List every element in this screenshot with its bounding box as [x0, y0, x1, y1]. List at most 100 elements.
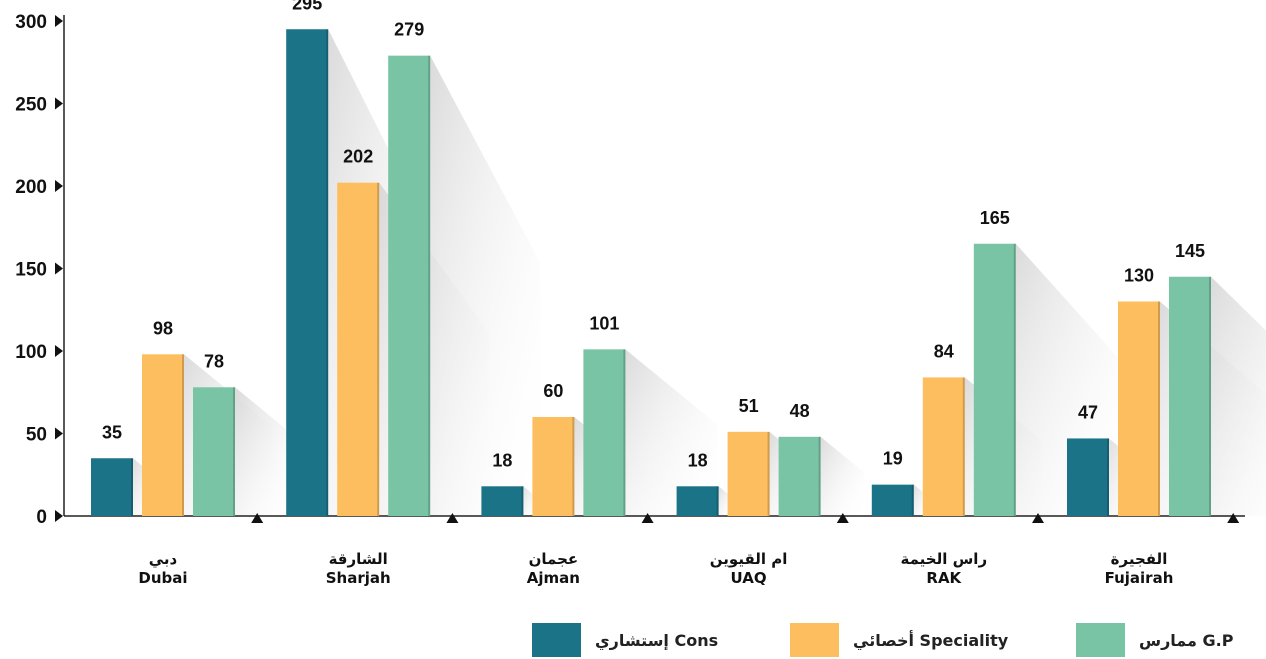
category-label-en: Dubai — [138, 569, 187, 587]
data-label: 84 — [934, 341, 954, 361]
category-label-ar: الفجيرة — [1111, 550, 1168, 568]
bar-edge — [716, 486, 719, 516]
y-tick-marker — [55, 427, 63, 440]
category-separator-marker — [641, 513, 654, 523]
bar — [583, 349, 626, 516]
data-label: 145 — [1175, 241, 1205, 261]
y-tick-label: 250 — [15, 95, 47, 116]
bar-shadow — [625, 349, 718, 516]
bar — [1118, 301, 1160, 516]
y-tick-marker — [55, 345, 63, 357]
bar-edge — [1013, 243, 1016, 516]
y-tick-label: 150 — [15, 260, 47, 281]
data-label: 279 — [394, 20, 424, 40]
legend-label: ممارس G.P — [1139, 631, 1234, 650]
category-label-en: Ajman — [527, 569, 580, 587]
bar-edge — [572, 417, 575, 516]
bar-edge — [767, 431, 770, 516]
bar-edge — [1107, 438, 1109, 516]
data-label: 98 — [153, 318, 173, 338]
y-tick-label: 300 — [15, 12, 47, 33]
bars — [91, 29, 1211, 517]
bar — [286, 29, 329, 516]
y-tick-label: 0 — [36, 507, 47, 528]
data-label: 78 — [204, 351, 224, 371]
category-label-en: Sharjah — [326, 569, 391, 587]
category-separator-marker — [1032, 513, 1044, 523]
category-label-en: Fujairah — [1105, 569, 1174, 587]
bar-edge — [377, 182, 380, 516]
bar — [1169, 276, 1211, 516]
bar-edge — [521, 486, 524, 516]
y-tick-marker — [55, 15, 63, 27]
category-label-ar: راس الخيمة — [901, 550, 988, 568]
y-tick-label: 100 — [15, 342, 47, 363]
category-label-ar: ام القيوين — [710, 550, 788, 568]
y-tick-marker — [55, 180, 63, 192]
bar-edge — [911, 484, 914, 516]
y-tick-label: 200 — [15, 177, 47, 198]
data-label: 165 — [980, 208, 1010, 228]
y-tick-label: 50 — [26, 425, 47, 446]
bar-shadow — [820, 436, 865, 516]
data-label: 18 — [492, 450, 512, 470]
bar-edge — [818, 436, 821, 516]
category-separator-marker — [836, 513, 849, 523]
bar — [532, 417, 575, 516]
data-labels: 35 295 18 18 19 47 98 202 60 51 84 130 78 279 101 48 165… — [102, 0, 1205, 470]
data-label: 48 — [790, 401, 810, 421]
data-label: 19 — [883, 449, 903, 469]
bar-shadow — [430, 55, 541, 517]
bar-edge — [1158, 301, 1160, 516]
data-label: 130 — [1124, 266, 1154, 286]
bar-edge — [1209, 276, 1211, 516]
data-label: 202 — [343, 147, 373, 167]
bar — [142, 354, 184, 516]
legend-label: إستشاري Cons — [595, 631, 718, 651]
bar — [193, 387, 235, 516]
category-separator-marker — [251, 513, 264, 523]
bar-shadow — [1211, 276, 1266, 516]
bar — [1067, 438, 1109, 516]
bar — [481, 486, 524, 516]
data-label: 51 — [739, 396, 759, 416]
legend: إستشاري Cons أخصائي Speciality ممارس G.P — [532, 623, 1234, 657]
legend-label: أخصائي Speciality — [853, 630, 1009, 651]
bar — [388, 55, 431, 517]
bar — [922, 377, 965, 516]
bar-edge — [326, 29, 329, 516]
legend-swatch — [790, 623, 839, 657]
bar-edge — [233, 387, 235, 516]
bar-edge — [182, 354, 184, 516]
category-label-en: RAK — [926, 569, 962, 587]
category-label-ar: دبي — [149, 550, 178, 568]
category-separator-marker — [446, 513, 459, 523]
y-tick-marker — [55, 510, 63, 522]
y-tick-marker — [55, 262, 63, 275]
bar — [91, 458, 133, 516]
category-label-ar: عجمان — [529, 550, 579, 568]
bar — [871, 484, 914, 516]
legend-swatch — [1076, 623, 1125, 657]
bar — [778, 436, 821, 516]
bar — [676, 486, 719, 516]
category-label-ar: الشارقة — [329, 550, 388, 568]
data-label: 60 — [543, 381, 563, 401]
category-label-en: UAQ — [731, 569, 767, 587]
bar — [337, 182, 380, 516]
data-label: 47 — [1078, 402, 1098, 422]
bar — [727, 431, 770, 516]
bar-edge — [623, 349, 626, 516]
data-label: 18 — [688, 450, 708, 470]
bar-edge — [962, 377, 965, 516]
category-separator-marker — [1227, 513, 1240, 523]
legend-swatch — [532, 623, 581, 657]
bar — [973, 243, 1016, 516]
bar-edge — [131, 458, 133, 516]
data-label: 295 — [292, 0, 322, 13]
bar-edge — [428, 55, 431, 517]
data-label: 35 — [102, 422, 122, 442]
y-tick-marker — [55, 97, 63, 110]
